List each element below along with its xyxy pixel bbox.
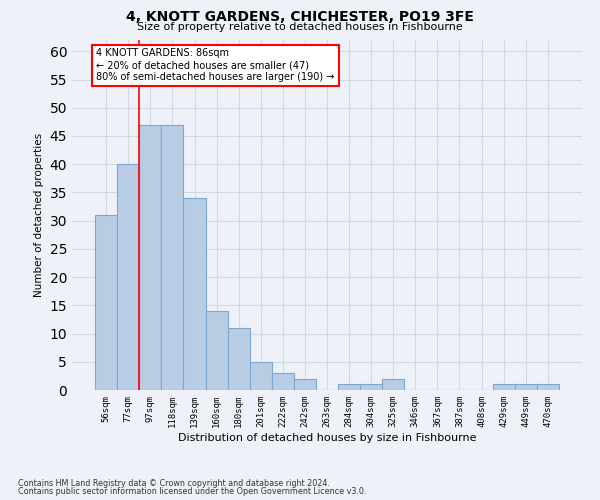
Bar xyxy=(250,362,272,390)
Bar xyxy=(206,311,227,390)
Bar xyxy=(139,124,161,390)
Text: 4 KNOTT GARDENS: 86sqm
← 20% of detached houses are smaller (47)
80% of semi-det: 4 KNOTT GARDENS: 86sqm ← 20% of detached… xyxy=(96,48,335,82)
Y-axis label: Number of detached properties: Number of detached properties xyxy=(34,133,44,297)
Text: 4, KNOTT GARDENS, CHICHESTER, PO19 3FE: 4, KNOTT GARDENS, CHICHESTER, PO19 3FE xyxy=(126,10,474,24)
Bar xyxy=(382,378,404,390)
Bar xyxy=(95,215,117,390)
Bar xyxy=(537,384,559,390)
X-axis label: Distribution of detached houses by size in Fishbourne: Distribution of detached houses by size … xyxy=(178,432,476,442)
Bar xyxy=(227,328,250,390)
Text: Size of property relative to detached houses in Fishbourne: Size of property relative to detached ho… xyxy=(137,22,463,32)
Bar xyxy=(515,384,537,390)
Bar xyxy=(184,198,206,390)
Text: Contains HM Land Registry data © Crown copyright and database right 2024.: Contains HM Land Registry data © Crown c… xyxy=(18,478,330,488)
Bar xyxy=(161,124,184,390)
Bar xyxy=(117,164,139,390)
Bar xyxy=(493,384,515,390)
Text: Contains public sector information licensed under the Open Government Licence v3: Contains public sector information licen… xyxy=(18,487,367,496)
Bar xyxy=(272,373,294,390)
Bar xyxy=(360,384,382,390)
Bar xyxy=(338,384,360,390)
Bar xyxy=(294,378,316,390)
